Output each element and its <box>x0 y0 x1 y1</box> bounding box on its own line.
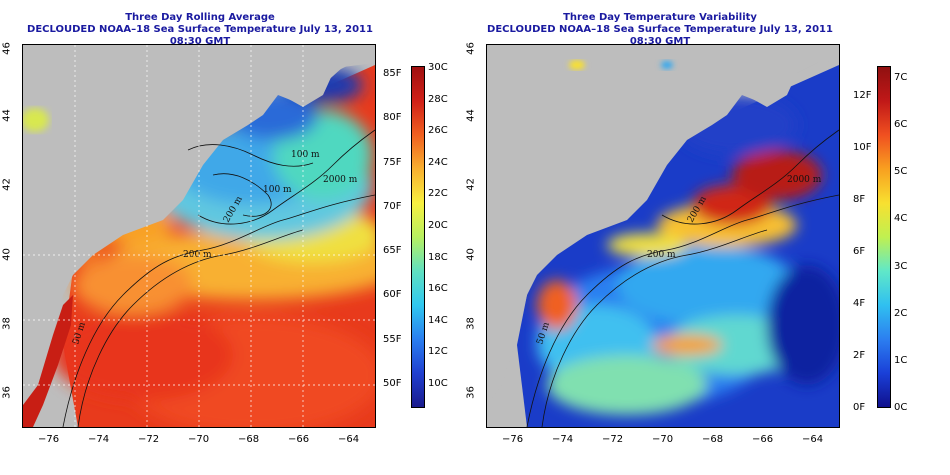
right-colorbar-c-label-1: 6C <box>894 119 908 131</box>
left-colorbar-c-label-4: 22C <box>428 188 448 200</box>
right-lon-tick-72: −72 <box>602 434 624 445</box>
right-isobath-label-1: 2000 m <box>787 175 822 185</box>
right-lon-tick-66: −66 <box>752 434 774 445</box>
left-colorbar-f-label-5: 60F <box>383 289 402 301</box>
left-lon-tick-68: −68 <box>238 434 260 445</box>
left-lat-tick-44: 44 <box>1 109 13 122</box>
right-colorbar-c-label-2: 5C <box>894 166 908 178</box>
left-lon-tick-76: −76 <box>38 434 60 445</box>
right-lon-tick-74: −74 <box>552 434 574 445</box>
left-isobath-label-1: 100 m <box>291 150 320 160</box>
left-lat-tick-46: 46 <box>1 42 13 55</box>
right-colorbar-f-label-4: 4F <box>853 298 866 309</box>
right-colorbar-c-label-3: 4C <box>894 213 908 225</box>
left-lat-tick-40: 40 <box>1 248 13 261</box>
left-lon-tick-66: −66 <box>288 434 310 445</box>
left-colorbar-c-label-7: 16C <box>428 283 448 295</box>
left-colorbar-c-label-10: 10C <box>428 378 448 389</box>
left-lon-tick-70: −70 <box>188 434 210 445</box>
right-lat-tick-44: 44 <box>465 109 477 122</box>
right-colorbar <box>877 66 891 408</box>
right-colorbar-c-label-0: 7C <box>894 72 908 83</box>
right-lat-tick-46: 46 <box>465 42 477 55</box>
left-title-line1: Three Day Rolling Average <box>125 12 275 23</box>
left-isobath-label-2: 100 m <box>263 185 292 195</box>
left-isobath-label-4: 200 m <box>183 250 212 260</box>
right-lon-tick-70: −70 <box>652 434 674 445</box>
right-variability-field: 2000 m 200 m 200 m 50 m <box>487 45 839 427</box>
right-colorbar-f-label-0: 12F <box>853 90 872 101</box>
right-lat-tick-42: 42 <box>465 178 477 191</box>
right-variability-map: 2000 m 200 m 200 m 50 m <box>486 44 840 428</box>
left-colorbar-f-label-3: 70F <box>383 200 402 212</box>
left-sst-field: 100 m 100 m 2000 m 200 m 200 m 50 m <box>23 45 375 427</box>
right-lat-tick-36: 36 <box>465 386 477 399</box>
right-title-line2: DECLOUDED NOAA–18 Sea Surface Temperatur… <box>487 24 833 47</box>
right-lon-tick-76: −76 <box>502 434 524 445</box>
left-isobath-label-3: 2000 m <box>323 175 358 185</box>
right-colorbar-f-label-5: 2F <box>853 350 866 361</box>
left-colorbar-c-label-5: 20C <box>428 220 448 231</box>
left-sst-map: 100 m 100 m 2000 m 200 m 200 m 50 m <box>22 44 376 428</box>
left-lat-tick-38: 38 <box>1 317 13 330</box>
left-colorbar-c-label-6: 18C <box>428 251 448 263</box>
right-lat-tick-38: 38 <box>465 317 477 330</box>
left-colorbar-f-label-6: 55F <box>383 333 402 345</box>
left-colorbar-f-label-0: 85F <box>383 68 402 79</box>
left-lat-tick-36: 36 <box>1 386 13 399</box>
left-lat-tick-42: 42 <box>1 178 13 191</box>
left-colorbar-f-label-7: 50F <box>383 378 402 389</box>
right-colorbar-c-label-6: 1C <box>894 354 908 366</box>
left-colorbar <box>411 66 425 408</box>
left-colorbar-c-label-2: 26C <box>428 125 448 137</box>
left-title-line2: DECLOUDED NOAA–18 Sea Surface Temperatur… <box>27 24 373 47</box>
right-lon-tick-64: −64 <box>802 434 824 445</box>
left-colorbar-f-label-4: 65F <box>383 245 402 257</box>
right-title-line1: Three Day Temperature Variability <box>563 12 757 23</box>
left-colorbar-f-label-1: 80F <box>383 112 402 124</box>
right-colorbar-f-label-1: 10F <box>853 142 872 153</box>
left-colorbar-c-label-1: 28C <box>428 93 448 105</box>
right-lat-tick-40: 40 <box>465 248 477 261</box>
left-colorbar-c-label-8: 14C <box>428 314 448 326</box>
left-lon-tick-72: −72 <box>138 434 160 445</box>
right-colorbar-c-label-4: 3C <box>894 260 908 272</box>
left-colorbar-f-label-2: 75F <box>383 156 402 168</box>
left-colorbar-c-label-0: 30C <box>428 62 448 73</box>
right-colorbar-f-label-2: 8F <box>853 194 866 205</box>
right-colorbar-f-label-3: 6F <box>853 246 866 257</box>
left-lon-tick-74: −74 <box>88 434 110 445</box>
left-lon-tick-64: −64 <box>338 434 360 445</box>
right-colorbar-c-label-7: 0C <box>894 402 908 413</box>
right-isobath-label-2: 200 m <box>647 250 676 260</box>
right-lon-tick-68: −68 <box>702 434 724 445</box>
left-colorbar-c-label-3: 24C <box>428 156 448 168</box>
left-colorbar-c-label-9: 12C <box>428 346 448 358</box>
right-colorbar-f-label-6: 0F <box>853 402 866 413</box>
right-colorbar-c-label-5: 2C <box>894 307 908 319</box>
